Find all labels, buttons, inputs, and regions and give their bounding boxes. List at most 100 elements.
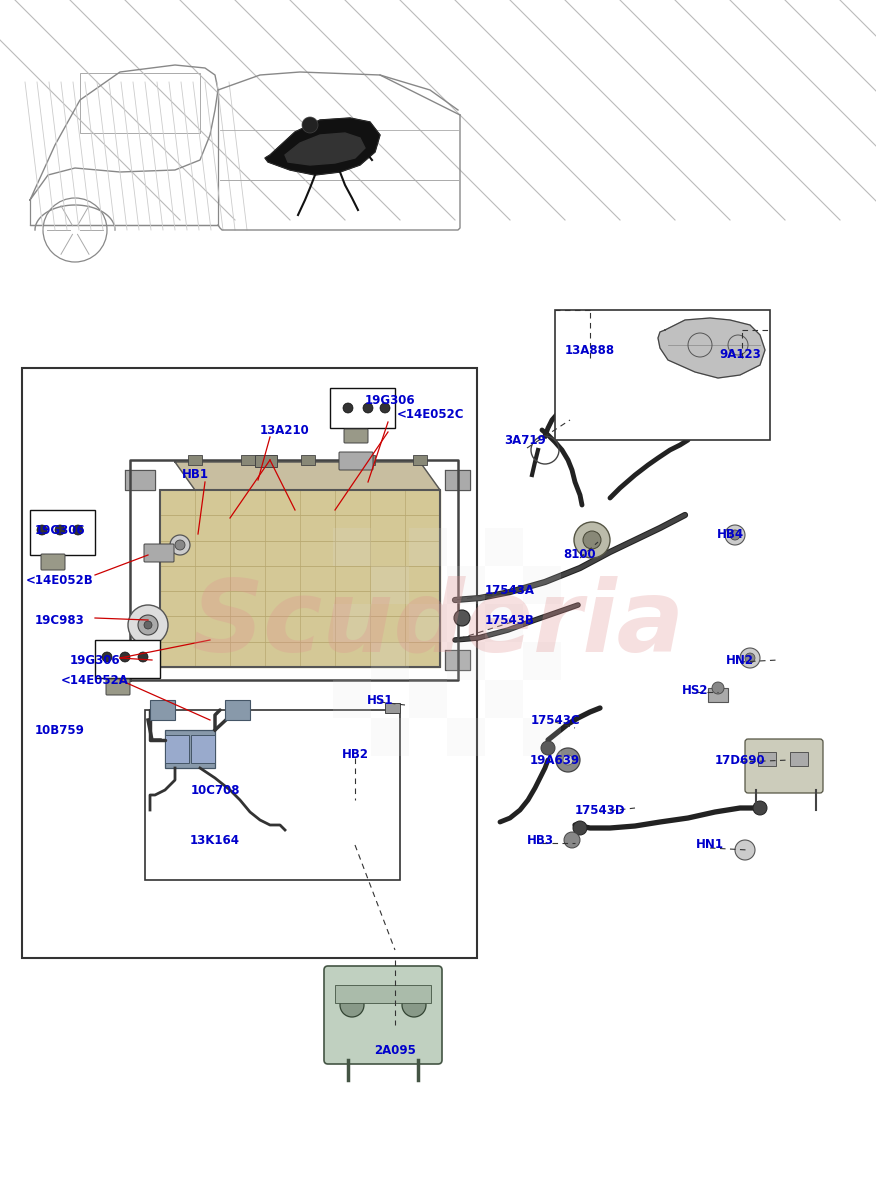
Text: 19G306: 19G306 (364, 394, 415, 407)
Text: HB1: HB1 (181, 468, 208, 481)
Text: HB4: HB4 (717, 528, 744, 541)
Bar (485, 680, 523, 718)
Text: <14E052B: <14E052B (26, 574, 94, 587)
Text: 17543C: 17543C (530, 714, 580, 726)
Circle shape (340, 994, 364, 1018)
Circle shape (363, 403, 373, 413)
Bar (335, 985, 431, 1003)
Text: 19A639: 19A639 (530, 754, 580, 767)
Circle shape (564, 832, 580, 848)
Polygon shape (658, 318, 765, 378)
Circle shape (573, 821, 587, 835)
Polygon shape (265, 118, 380, 175)
Circle shape (138, 652, 148, 662)
Circle shape (402, 994, 426, 1018)
Bar (30, 510, 95, 554)
Text: HB3: HB3 (526, 834, 554, 846)
Bar (188, 455, 202, 464)
Text: <14E052A: <14E052A (61, 673, 129, 686)
Text: HS1: HS1 (367, 694, 393, 707)
Bar (523, 642, 561, 680)
FancyBboxPatch shape (339, 452, 373, 470)
FancyBboxPatch shape (344, 428, 368, 443)
Bar (523, 566, 561, 604)
Text: 8100: 8100 (563, 548, 597, 562)
Circle shape (712, 682, 724, 694)
Text: 9A123: 9A123 (719, 348, 761, 361)
Text: 17543D: 17543D (575, 804, 625, 816)
Circle shape (144, 622, 152, 629)
Circle shape (574, 522, 610, 558)
Polygon shape (445, 650, 470, 670)
Bar (80, 73, 200, 133)
Bar (150, 700, 175, 720)
Circle shape (343, 403, 353, 413)
Bar (708, 688, 728, 702)
Bar (371, 642, 409, 680)
Bar (758, 752, 776, 766)
Text: 13K164: 13K164 (190, 834, 240, 846)
Circle shape (583, 530, 601, 550)
Bar (447, 642, 485, 680)
Circle shape (73, 526, 83, 535)
FancyBboxPatch shape (745, 739, 823, 793)
Bar (333, 528, 371, 566)
Bar (22, 368, 477, 958)
Circle shape (745, 653, 755, 662)
Circle shape (740, 648, 760, 668)
Polygon shape (125, 650, 155, 670)
Circle shape (753, 802, 767, 815)
Bar (241, 455, 255, 464)
Bar (409, 528, 447, 566)
Text: HS2: HS2 (682, 684, 709, 696)
Circle shape (37, 526, 47, 535)
Circle shape (55, 526, 65, 535)
Text: 19G306: 19G306 (70, 654, 120, 666)
Circle shape (302, 116, 318, 133)
Circle shape (730, 530, 740, 540)
FancyBboxPatch shape (144, 544, 174, 562)
Polygon shape (285, 133, 365, 164)
FancyBboxPatch shape (106, 679, 130, 695)
Bar (409, 680, 447, 718)
Bar (413, 455, 427, 464)
Bar (333, 680, 371, 718)
Circle shape (175, 540, 185, 550)
Circle shape (102, 652, 112, 662)
Bar (225, 700, 250, 720)
Bar (165, 734, 189, 763)
Text: HB2: HB2 (342, 749, 369, 762)
Bar (330, 388, 395, 428)
Bar (165, 730, 215, 768)
Text: 13A210: 13A210 (260, 424, 310, 437)
Text: 17543B: 17543B (485, 613, 535, 626)
Bar (485, 604, 523, 642)
Bar (301, 455, 315, 464)
Text: HN1: HN1 (696, 839, 724, 852)
Circle shape (170, 535, 190, 554)
Circle shape (138, 614, 158, 635)
Bar (371, 718, 409, 756)
Polygon shape (175, 462, 440, 490)
Bar (333, 604, 371, 642)
Text: HN2: HN2 (726, 654, 754, 666)
Circle shape (380, 403, 390, 413)
Circle shape (556, 748, 580, 772)
Circle shape (563, 755, 573, 766)
Bar (145, 710, 400, 880)
Text: 10B759: 10B759 (35, 724, 85, 737)
FancyBboxPatch shape (41, 554, 65, 570)
Bar (95, 640, 160, 678)
Circle shape (725, 526, 745, 545)
Text: 2A095: 2A095 (374, 1044, 416, 1056)
Bar (385, 703, 400, 713)
Text: <14E052C: <14E052C (396, 408, 463, 421)
Bar (160, 490, 440, 667)
Text: Scuderia: Scuderia (192, 576, 684, 672)
Text: 19C983: 19C983 (35, 613, 85, 626)
Polygon shape (125, 470, 155, 490)
Circle shape (454, 610, 470, 626)
Circle shape (541, 740, 555, 755)
Text: 19G306: 19G306 (35, 523, 85, 536)
Bar (447, 718, 485, 756)
